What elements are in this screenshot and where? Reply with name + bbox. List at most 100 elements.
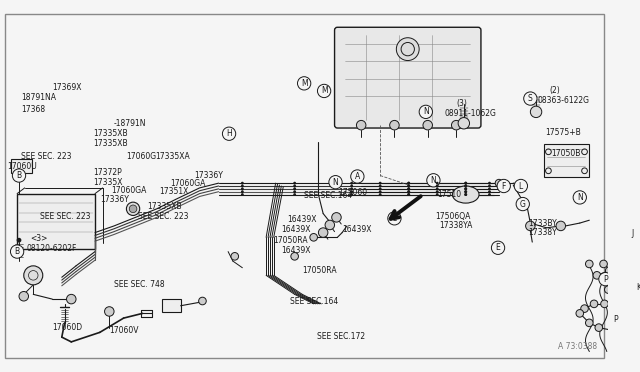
Circle shape [407, 187, 410, 190]
Text: K: K [636, 283, 640, 292]
Circle shape [464, 182, 467, 185]
Circle shape [605, 267, 613, 275]
FancyBboxPatch shape [17, 193, 95, 249]
Text: 17335X: 17335X [93, 178, 123, 187]
Text: J: J [632, 229, 634, 238]
Circle shape [407, 187, 410, 190]
Circle shape [350, 187, 353, 190]
Circle shape [350, 190, 353, 193]
Circle shape [614, 260, 621, 268]
Circle shape [464, 182, 467, 185]
Circle shape [600, 260, 607, 268]
Circle shape [241, 190, 244, 193]
Circle shape [436, 185, 438, 187]
Circle shape [625, 238, 633, 246]
Circle shape [223, 127, 236, 140]
Text: SEE SEC. 223: SEE SEC. 223 [40, 212, 90, 221]
Text: 16439X: 16439X [282, 246, 311, 255]
Circle shape [241, 187, 244, 190]
Circle shape [379, 187, 381, 190]
Circle shape [621, 254, 629, 262]
Text: 16439X: 16439X [282, 225, 311, 234]
Text: 17335XA: 17335XA [155, 152, 189, 161]
Circle shape [524, 92, 537, 105]
Text: 17060U: 17060U [8, 163, 37, 171]
Circle shape [319, 228, 328, 237]
Text: (2): (2) [549, 86, 560, 94]
Ellipse shape [452, 186, 479, 203]
Circle shape [423, 121, 433, 130]
Text: G: G [520, 199, 525, 209]
Text: SEE SEC. 748: SEE SEC. 748 [114, 280, 164, 289]
Circle shape [407, 185, 410, 187]
Circle shape [464, 187, 467, 190]
Text: M: M [301, 79, 307, 88]
Circle shape [497, 179, 511, 193]
Circle shape [627, 319, 634, 327]
Circle shape [310, 234, 317, 241]
Circle shape [632, 281, 640, 294]
FancyBboxPatch shape [335, 27, 481, 128]
Circle shape [298, 77, 311, 90]
Circle shape [127, 202, 140, 215]
Circle shape [590, 300, 598, 308]
Circle shape [198, 297, 206, 305]
Text: 17368: 17368 [21, 105, 45, 113]
Text: 17060GA: 17060GA [170, 179, 205, 187]
Circle shape [464, 187, 467, 190]
Circle shape [407, 182, 410, 185]
Circle shape [612, 295, 620, 303]
Circle shape [436, 193, 438, 196]
Circle shape [407, 185, 410, 187]
Text: 08911-1062G: 08911-1062G [445, 109, 497, 118]
FancyBboxPatch shape [12, 159, 32, 173]
Circle shape [599, 273, 612, 286]
Circle shape [628, 260, 636, 268]
Text: H: H [226, 129, 232, 138]
Circle shape [458, 118, 470, 129]
Text: P: P [614, 315, 618, 324]
Circle shape [627, 227, 639, 240]
Text: B: B [15, 247, 20, 256]
Text: 08363-6122G: 08363-6122G [538, 96, 590, 105]
Circle shape [580, 305, 588, 312]
Text: S: S [528, 94, 532, 103]
Text: C: C [392, 214, 397, 223]
Text: SEE SEC.172: SEE SEC.172 [317, 332, 365, 341]
Circle shape [464, 185, 467, 187]
Text: 16439X: 16439X [342, 225, 372, 234]
Circle shape [17, 238, 21, 243]
Circle shape [350, 193, 353, 196]
Circle shape [293, 187, 296, 190]
Circle shape [407, 193, 410, 196]
Text: N: N [577, 193, 582, 202]
Circle shape [231, 253, 239, 260]
Circle shape [464, 193, 467, 196]
Circle shape [350, 185, 353, 187]
Circle shape [379, 193, 381, 196]
Text: M: M [321, 86, 328, 96]
Circle shape [605, 286, 612, 294]
Circle shape [407, 190, 410, 193]
Circle shape [332, 213, 341, 222]
Circle shape [488, 190, 491, 193]
Text: 17336Y: 17336Y [194, 171, 223, 180]
FancyBboxPatch shape [543, 144, 589, 177]
Text: <3>: <3> [31, 234, 48, 243]
Text: E: E [495, 243, 500, 252]
Circle shape [379, 185, 381, 187]
Circle shape [436, 190, 438, 193]
Circle shape [390, 121, 399, 130]
Text: 17060G: 17060G [127, 152, 157, 161]
Circle shape [419, 105, 433, 119]
Circle shape [619, 295, 627, 303]
Text: P: P [603, 275, 608, 283]
Circle shape [317, 84, 331, 97]
Circle shape [488, 193, 491, 196]
Text: SEE SEC. 223: SEE SEC. 223 [21, 152, 72, 161]
Circle shape [488, 187, 491, 190]
Text: 16439X: 16439X [287, 215, 317, 224]
Circle shape [451, 121, 461, 130]
Circle shape [609, 312, 623, 326]
Circle shape [638, 210, 640, 223]
